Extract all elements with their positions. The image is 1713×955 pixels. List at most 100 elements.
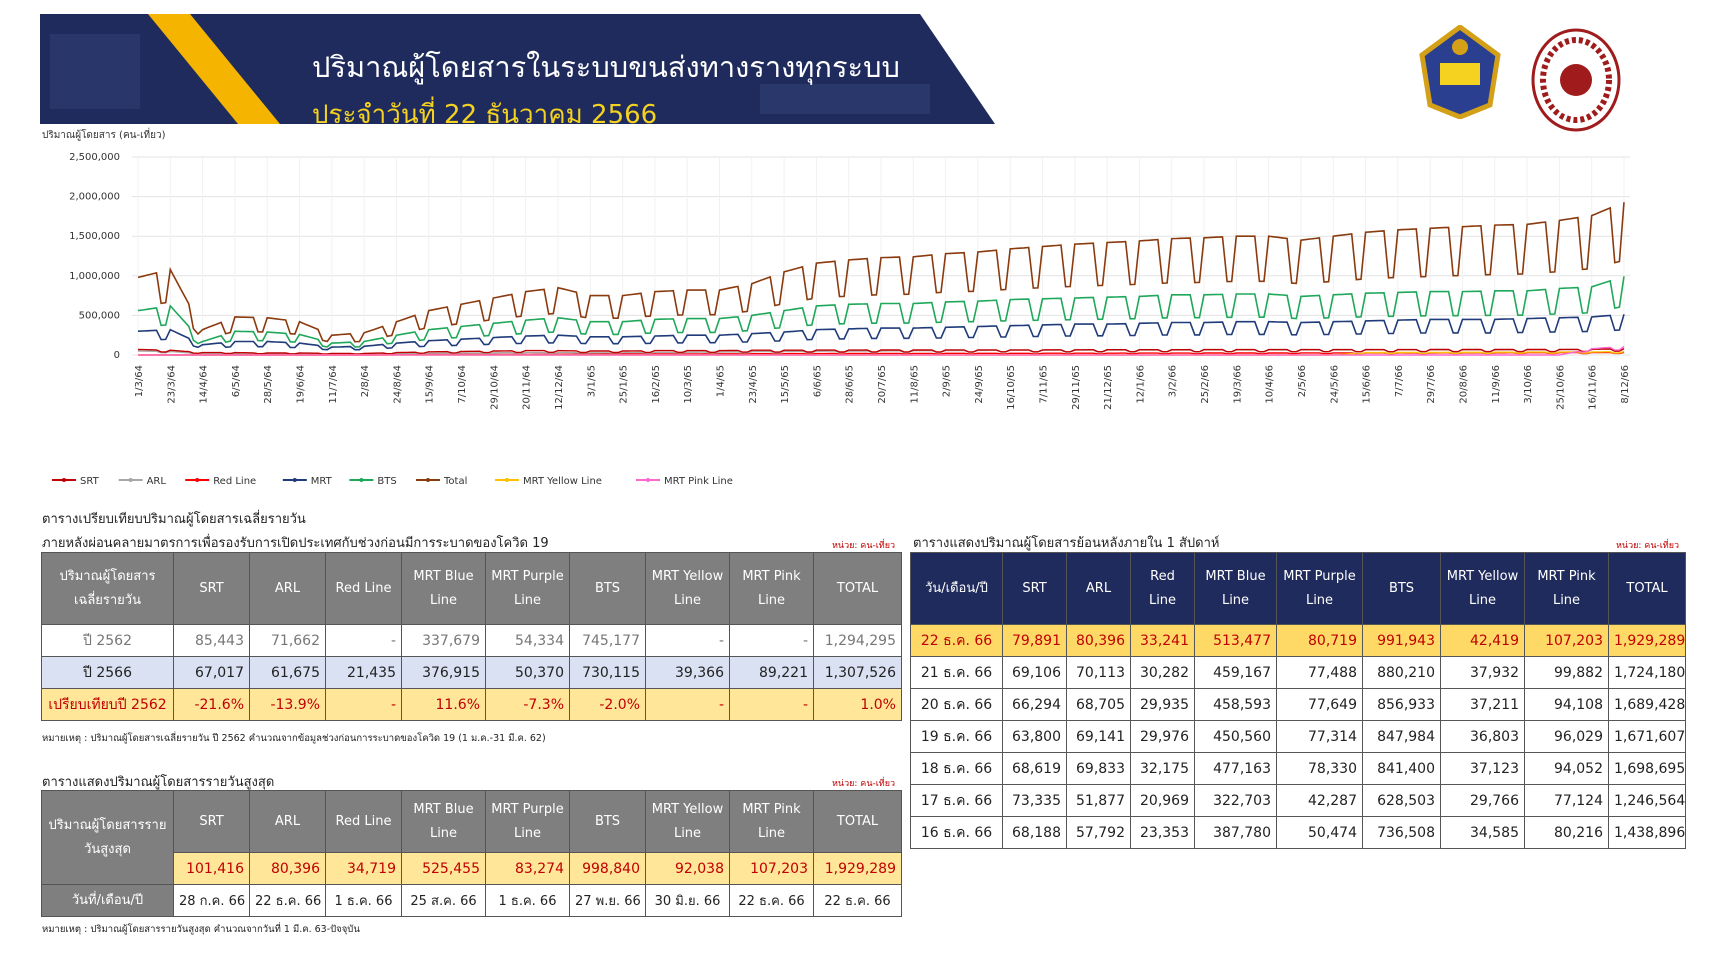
x-tick-label: 3/1/65 (586, 365, 597, 397)
peak-date: 22 ธ.ค. 66 (729, 884, 814, 917)
x-tick-label: 16/2/65 (651, 365, 662, 404)
avg-comparison-table: ปริมาณผู้โดยสารเฉลี่ยรายวัน SRT ARL Red Lin… (41, 552, 902, 721)
week-cell: 841,400 (1362, 752, 1441, 785)
avg-cell: 337,679 (401, 624, 486, 657)
legend-label: ARL (147, 476, 167, 487)
avg-cell: 745,177 (569, 624, 646, 657)
legend-marker (292, 478, 297, 482)
x-tick-label: 24/8/64 (392, 365, 403, 404)
avg-row-label: ปี 2566 (41, 656, 174, 689)
x-tick-label: 24/9/65 (974, 365, 985, 404)
legend-label: BTS (377, 476, 396, 487)
week-header: TOTAL (1608, 552, 1686, 625)
series-line-total (137, 202, 1625, 343)
avg-cell: 1,307,526 (813, 656, 902, 689)
week-cell: 1,689,428 (1608, 688, 1686, 721)
week-cell: 628,503 (1362, 784, 1441, 817)
peak-value: 107,203 (729, 852, 814, 885)
week-cell: 477,163 (1194, 752, 1277, 785)
legend-label: Red Line (213, 476, 256, 487)
y-axis-ticks: 2,500,000 2,000,000 1,500,000 1,000,000 500,… (69, 152, 120, 361)
avg-header: MRT Pink Line (729, 552, 814, 625)
peak-value: 92,038 (645, 852, 730, 885)
week-cell: 80,719 (1276, 624, 1363, 657)
week-cell: 69,106 (1002, 656, 1067, 689)
table-row: 22 ธ.ค. 66 79,891 80,396 33,241 513,477 80,71… (910, 624, 1686, 657)
week-cell: 77,124 (1524, 784, 1609, 817)
week-cell: 66,294 (1002, 688, 1067, 721)
avg-cell: -7.3% (485, 688, 570, 721)
avg-cell: 54,334 (485, 624, 570, 657)
week-date: 16 ธ.ค. 66 (910, 816, 1003, 849)
series-line-mrt-pink-line (138, 345, 1625, 356)
week-cell: 36,803 (1440, 720, 1525, 753)
week-cell: 50,474 (1276, 816, 1363, 849)
legend-marker (426, 478, 430, 482)
week-cell: 107,203 (1524, 624, 1609, 657)
legend-marker (359, 478, 364, 482)
x-tick-label: 11/8/65 (909, 365, 920, 404)
avg-cell: -13.9% (249, 688, 326, 721)
x-tick-label: 25/10/66 (1555, 365, 1566, 410)
ridership-line-chart: ปริมาณผู้โดยสาร (คน-เที่ยว) 2,500,000 2,0… (42, 127, 1631, 487)
chart-gridlines (132, 156, 1630, 356)
x-tick-label: 23/3/64 (166, 365, 177, 404)
peak-date: 27 พ.ย. 66 (569, 884, 646, 917)
week-cell: 29,766 (1440, 784, 1525, 817)
x-tick-label: 14/4/64 (199, 365, 210, 404)
x-tick-label: 21/12/65 (1103, 365, 1114, 410)
x-tick-label: 23/4/65 (748, 365, 759, 404)
peak-date: 1 ธ.ค. 66 (485, 884, 570, 917)
avg-cell: 1,294,295 (813, 624, 902, 657)
week-cell: 1,929,289 (1608, 624, 1686, 657)
avg-cell: - (645, 624, 730, 657)
banner: ปริมาณผู้โดยสารในระบบขนส่งทางรางทุกระบบ … (40, 14, 995, 130)
week-header: MRT Yellow Line (1440, 552, 1525, 625)
week-cell: 70,113 (1066, 656, 1131, 689)
x-tick-label: 28/6/65 (845, 365, 856, 404)
y-tick-label: 2,000,000 (69, 192, 120, 203)
avg-cell: 21,435 (325, 656, 402, 689)
peak-value: 525,455 (401, 852, 486, 885)
table-row: 21 ธ.ค. 66 69,106 70,113 30,282 459,167 77,48… (910, 656, 1686, 689)
peak-header: Red Line (325, 790, 402, 853)
avg-cell: 39,366 (645, 656, 730, 689)
x-tick-label: 1/4/65 (715, 365, 726, 397)
avg-cell: 50,370 (485, 656, 570, 689)
week-table: วัน/เดือน/ปี SRT ARL Red Line MRT Blue Line M… (910, 552, 1686, 849)
peak-value: 34,719 (325, 852, 402, 885)
x-tick-label: 2/8/64 (360, 365, 371, 397)
week-cell: 69,141 (1066, 720, 1131, 753)
avg-table-note: หมายเหตุ : ปริมาณผู้โดยสารเฉลี่ยรายวัน ป… (42, 733, 546, 744)
y-tick-label: 1,000,000 (69, 271, 120, 282)
series-line-mrt (137, 314, 1625, 351)
x-tick-label: 16/11/66 (1588, 365, 1599, 410)
avg-cell: 376,915 (401, 656, 486, 689)
week-cell: 847,984 (1362, 720, 1441, 753)
week-cell: 68,619 (1002, 752, 1067, 785)
week-cell: 23,353 (1130, 816, 1195, 849)
avg-header: Red Line (325, 552, 402, 625)
banner-background (40, 14, 995, 124)
week-cell: 450,560 (1194, 720, 1277, 753)
week-cell: 68,188 (1002, 816, 1067, 849)
x-tick-label: 15/6/66 (1362, 365, 1373, 404)
avg-row-label: เปรียบเทียบปี 2562 (41, 688, 174, 721)
x-tick-label: 29/11/65 (1071, 365, 1082, 410)
x-tick-label: 1/3/64 (134, 365, 145, 397)
avg-cell: - (729, 624, 814, 657)
series-line-bts (137, 276, 1625, 348)
week-cell: 78,330 (1276, 752, 1363, 785)
week-cell: 1,671,607 (1608, 720, 1686, 753)
avg-cell: 11.6% (401, 688, 486, 721)
avg-cell: 71,662 (249, 624, 326, 657)
peak-header: MRT Yellow Line (645, 790, 730, 853)
week-table-title: ตารางแสดงปริมาณผู้โดยสารย้อนหลังภายใน 1 … (913, 536, 1220, 551)
avg-header: MRT Blue Line (401, 552, 486, 625)
table-row: 19 ธ.ค. 66 63,800 69,141 29,976 450,560 77,31… (910, 720, 1686, 753)
avg-row-label: ปี 2562 (41, 624, 174, 657)
week-cell: 513,477 (1194, 624, 1277, 657)
legend-label: MRT Yellow Line (523, 476, 602, 487)
week-cell: 63,800 (1002, 720, 1067, 753)
chart-legend: SRT ARL Red Line MRT BTS Total MRT Yellow Line… (52, 476, 733, 487)
